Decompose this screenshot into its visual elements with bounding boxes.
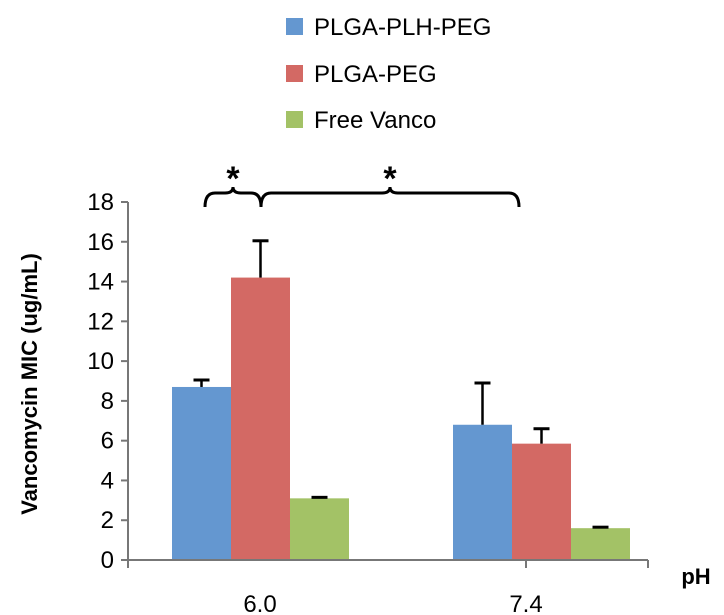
- y-tick-label: 16: [87, 229, 114, 256]
- significance-bracket: [259, 186, 521, 208]
- bar-plga-peg-ph-6-0: [231, 277, 290, 560]
- bars-group: [172, 239, 630, 560]
- y-tick-label: 2: [101, 507, 114, 534]
- y-tick-label: 18: [87, 189, 114, 216]
- axes-group: 0 2 4 6 8 10 12 14 16 18 6.0 7.4: [87, 189, 649, 615]
- bar-plga-plh-peg-ph-7-4: [453, 424, 512, 560]
- y-tick-label: 14: [87, 269, 114, 296]
- y-tick-label: 8: [101, 388, 114, 415]
- bar-plga-plh-peg-ph-6-0: [172, 386, 231, 560]
- y-tick-label: 0: [101, 547, 114, 574]
- x-tick-label: 6.0: [243, 591, 276, 615]
- legend: PLGA-PLH-PEG PLGA-PEG Free Vanco: [286, 14, 491, 134]
- significance-annotations: * *: [203, 160, 521, 208]
- legend-label: PLGA-PEG: [314, 61, 437, 88]
- bar-free-vanco-ph-6-0: [290, 498, 349, 560]
- bar-free-vanco-ph-7-4: [571, 528, 630, 560]
- significance-star: *: [226, 160, 240, 198]
- x-axis-label: pH: [681, 564, 710, 589]
- y-axis-label: Vancomycin MIC (ug/mL): [17, 253, 42, 515]
- legend-label: PLGA-PLH-PEG: [314, 14, 491, 41]
- y-tick-label: 4: [101, 467, 114, 494]
- significance-star: *: [383, 160, 397, 198]
- y-tick-label: 10: [87, 348, 114, 375]
- significance-bracket: [203, 186, 263, 208]
- bar-plga-peg-ph-7-4: [512, 443, 571, 560]
- y-tick-label: 12: [87, 308, 114, 335]
- legend-swatch: [286, 65, 303, 82]
- legend-swatch: [286, 18, 303, 35]
- y-tick-label: 6: [101, 428, 114, 455]
- x-tick-label: 7.4: [509, 591, 542, 615]
- legend-label: Free Vanco: [314, 107, 436, 134]
- legend-swatch: [286, 111, 303, 128]
